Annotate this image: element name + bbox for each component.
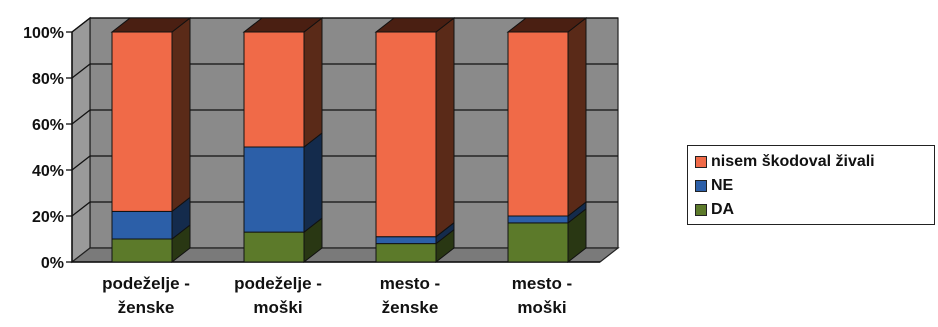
gridline-side: [71, 109, 91, 125]
bar-NE: [243, 146, 305, 233]
bar-side-nisem škodoval živali: [303, 16, 323, 149]
legend: nisem škodoval živali NE DA: [687, 145, 935, 225]
x-tick-label: ženske: [382, 298, 439, 317]
legend-label: DA: [711, 201, 735, 218]
bar-DA: [507, 222, 569, 263]
y-tick-label: 20%: [32, 209, 64, 226]
bar-top: [374, 17, 456, 33]
legend-item: DA: [695, 200, 734, 220]
bar-top: [242, 17, 324, 33]
y-tick-label: 100%: [23, 25, 64, 42]
bar-side-nisem škodoval živali: [567, 16, 587, 218]
side-wall: [71, 16, 91, 264]
bar-NE: [507, 215, 569, 224]
y-tick-label: 80%: [32, 71, 64, 88]
x-tick-label: podeželje -: [102, 274, 190, 293]
legend-swatch: [695, 180, 707, 192]
bar-NE: [111, 210, 173, 240]
bar-side-nisem škodoval živali: [171, 16, 191, 213]
gridline-side: [71, 201, 91, 217]
y-tick-label: 40%: [32, 163, 64, 180]
bar-side-NE: [303, 131, 323, 234]
bar-DA: [375, 243, 437, 263]
legend-item: nisem škodoval živali: [695, 152, 875, 172]
x-tick-label: mesto -: [380, 274, 440, 293]
bar-DA: [111, 238, 173, 263]
bar-side-nisem škodoval živali: [435, 16, 455, 238]
bar-DA: [243, 231, 305, 263]
y-tick-label: 60%: [32, 117, 64, 134]
bar-nisem škodoval živali: [111, 31, 173, 212]
legend-item: NE: [695, 176, 733, 196]
x-tick-label: moški: [253, 298, 302, 317]
bar-nisem škodoval živali: [375, 31, 437, 238]
gridline-side: [71, 17, 91, 33]
y-tick-label: 0%: [41, 255, 64, 272]
bar-NE: [375, 236, 437, 245]
legend-label: nisem škodoval živali: [711, 153, 875, 170]
bar-top: [506, 17, 588, 33]
legend-swatch: [695, 204, 707, 216]
legend-label: NE: [711, 177, 734, 194]
bar-nisem škodoval živali: [243, 31, 305, 148]
bar-top: [110, 17, 192, 33]
x-tick-label: mesto -: [512, 274, 572, 293]
x-tick-label: podeželje -: [234, 274, 322, 293]
bar-nisem škodoval živali: [507, 31, 569, 217]
gridline-side: [71, 155, 91, 171]
x-tick-label: moški: [517, 298, 566, 317]
gridline-side: [71, 63, 91, 79]
x-tick-label: ženske: [118, 298, 175, 317]
legend-swatch: [695, 156, 707, 168]
